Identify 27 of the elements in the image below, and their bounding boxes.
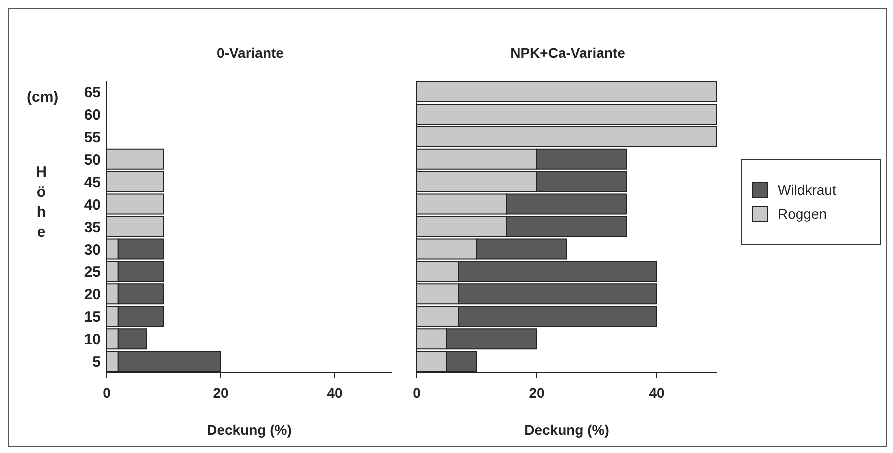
y-tick-label: 5: [92, 354, 101, 372]
y-tick-label: 55: [84, 129, 101, 146]
text: (cm): [27, 89, 59, 106]
y-tick-label: 40: [84, 196, 101, 214]
legend-label: Roggen: [778, 206, 828, 222]
y-axis-title: Höhe: [33, 164, 50, 244]
x-tick-label: 0: [413, 384, 422, 401]
y-tick-label: 30: [84, 242, 101, 259]
chart-title: NPK+Ca-Variante: [510, 45, 626, 61]
x-tick-label: 40: [649, 384, 665, 401]
y-tick-label: 20: [84, 286, 101, 304]
x-tick-label: 40: [327, 384, 343, 401]
x-tick-label: 20: [213, 384, 229, 401]
y-tick-label: 60: [84, 107, 101, 124]
y-tick-label: 50: [84, 152, 101, 169]
y-tick-label: 45: [84, 174, 101, 192]
legend-label: Wildkraut: [778, 182, 836, 198]
x-tick-label: 0: [103, 384, 112, 401]
x-tick-label: 20: [529, 384, 545, 401]
y-tick-label: 65: [84, 84, 101, 102]
y-tick-label: 25: [84, 264, 101, 282]
y-tick-label: 15: [84, 309, 101, 326]
chart-title: 0-Variante: [216, 45, 285, 61]
y-tick-label: 10: [84, 332, 101, 349]
y-tick-label: 35: [84, 219, 101, 236]
x-axis-title: Deckung (%): [207, 422, 292, 438]
x-axis-title: Deckung (%): [524, 422, 610, 438]
